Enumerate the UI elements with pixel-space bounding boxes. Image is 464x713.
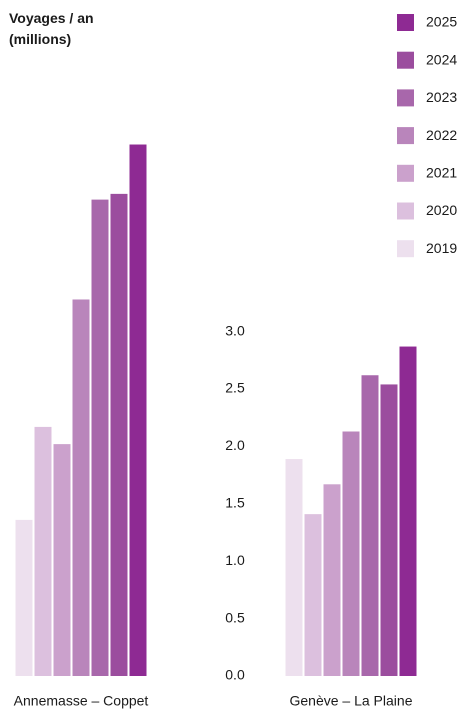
- y-tick-label: 0.5: [225, 609, 245, 625]
- legend-label: 2019: [426, 240, 457, 256]
- x-tick-label: Annemasse – Coppet: [14, 693, 149, 709]
- y-tick-label: 1.5: [225, 495, 245, 511]
- legend-label: 2025: [426, 14, 457, 30]
- bar: [304, 514, 322, 676]
- bar: [34, 426, 52, 676]
- legend-swatch: [397, 51, 414, 69]
- y-tick-label: 2.0: [225, 437, 245, 453]
- legend-label: 2021: [426, 165, 457, 181]
- bar: [53, 444, 71, 676]
- bar: [91, 199, 109, 677]
- bar: [361, 375, 379, 676]
- legend-swatch: [397, 127, 414, 145]
- bar: [399, 346, 417, 676]
- legend-label: 2024: [426, 51, 457, 67]
- legend-swatch: [397, 240, 414, 258]
- bar: [342, 431, 360, 676]
- y-tick-label: 0.0: [225, 667, 245, 683]
- legend-label: 2023: [426, 89, 457, 105]
- y-tick-label: 3.0: [225, 322, 245, 338]
- x-tick-label: Genève – La Plaine: [290, 693, 413, 709]
- bar: [129, 144, 147, 676]
- bar: [323, 484, 341, 676]
- bar: [110, 193, 128, 676]
- bar: [380, 384, 398, 676]
- legend-swatch: [397, 14, 414, 31]
- bar: [15, 519, 33, 676]
- legend-label: 2022: [426, 127, 457, 143]
- bar: [72, 299, 90, 676]
- legend-swatch: [397, 89, 414, 107]
- legend-swatch: [397, 202, 414, 220]
- legend-label: 2020: [426, 202, 457, 218]
- chart-title: Voyages / an (millions): [9, 10, 94, 47]
- bar: [285, 459, 303, 676]
- y-tick-label: 2.5: [225, 380, 245, 396]
- legend-swatch: [397, 164, 414, 182]
- y-tick-label: 1.0: [225, 552, 245, 568]
